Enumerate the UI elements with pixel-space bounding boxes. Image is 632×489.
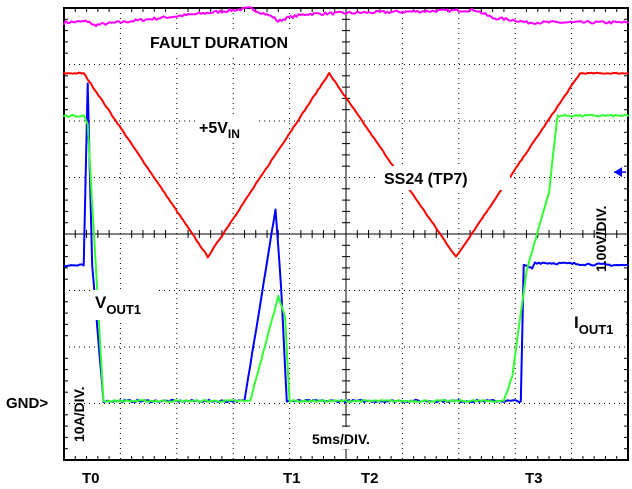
- fault-duration-label: FAULT DURATION: [150, 35, 288, 52]
- time-marker-t3: T3: [525, 470, 543, 487]
- scope-labels: FAULT DURATION +5VIN SS24 (TP7) VOUT1 IO…: [6, 30, 626, 487]
- time-marker-t2: T2: [361, 470, 379, 487]
- ss24-label: SS24 (TP7): [384, 171, 468, 188]
- iout1-label: IOUT1: [574, 313, 613, 337]
- channel-markers: [614, 167, 626, 178]
- scope-grid: [63, 7, 629, 461]
- trace-vout: [63, 113, 629, 403]
- trace-ss: [63, 71, 629, 259]
- vout1-label: VOUT1: [95, 293, 141, 317]
- time-marker-t0: T0: [82, 470, 100, 487]
- ground-marker-label: GND>: [6, 395, 48, 412]
- voltage-scale-label: 1.00V/DIV.: [593, 206, 609, 272]
- time-marker-t1: T1: [283, 470, 301, 487]
- current-scale-label: 10A/DIV.: [71, 386, 87, 442]
- scope-traces: [63, 6, 629, 404]
- time-scale-label: 5ms/DIV.: [312, 431, 370, 447]
- trace-vin: [63, 6, 629, 28]
- vin-label: +5VIN: [199, 120, 240, 141]
